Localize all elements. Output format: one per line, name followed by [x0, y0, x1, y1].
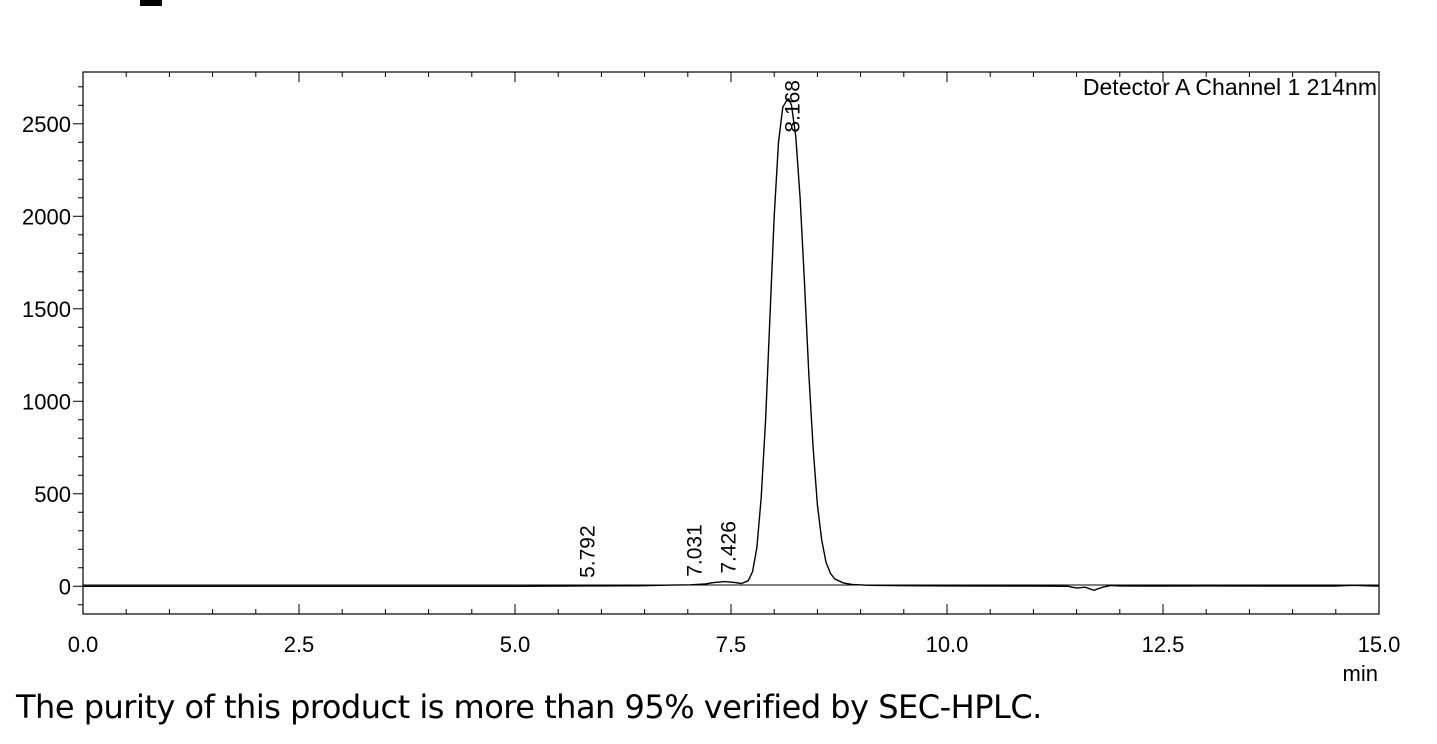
y-tick-label: 0: [59, 574, 71, 599]
y-tick-label: 500: [34, 482, 71, 507]
y-tick-label: 2500: [22, 112, 71, 137]
peak-labels: 5.792 7.031 7.426 8.168: [576, 80, 804, 578]
legend-label: Detector A Channel 1 214nm: [1083, 74, 1377, 100]
x-tick-label: 2.5: [284, 632, 315, 657]
y-tick-label: 1500: [22, 297, 71, 322]
x-tick-label: 12.5: [1142, 632, 1185, 657]
x-axis-unit-label: min: [1343, 661, 1378, 686]
x-tick-label: 0.0: [68, 632, 99, 657]
x-tick-label: 5.0: [500, 632, 531, 657]
chromatogram-chart: 0 500 1000 1500 2000 2500 0.0 2.5 5.0 7.5 10.0 12.…: [22, 71, 1401, 686]
x-axis: 0.0 2.5 5.0 7.5 10.0 12.5 15.0: [68, 72, 1401, 657]
series-line: [83, 97, 1380, 592]
purity-caption: The purity of this product is more than …: [16, 688, 1042, 726]
peak-label: 5.792: [576, 525, 599, 578]
peak-label: 7.426: [718, 521, 741, 574]
peak-label: 8.168: [782, 80, 805, 133]
y-tick-label: 1000: [22, 389, 71, 414]
y-tick-label: 2000: [22, 204, 71, 229]
x-tick-label: 10.0: [926, 632, 969, 657]
header-text-fragment: [140, 0, 162, 6]
y-axis: 0 500 1000 1500 2000 2500: [22, 86, 83, 606]
x-tick-label: 7.5: [716, 632, 747, 657]
x-tick-label: 15.0: [1358, 632, 1401, 657]
peak-label: 7.031: [683, 524, 706, 577]
